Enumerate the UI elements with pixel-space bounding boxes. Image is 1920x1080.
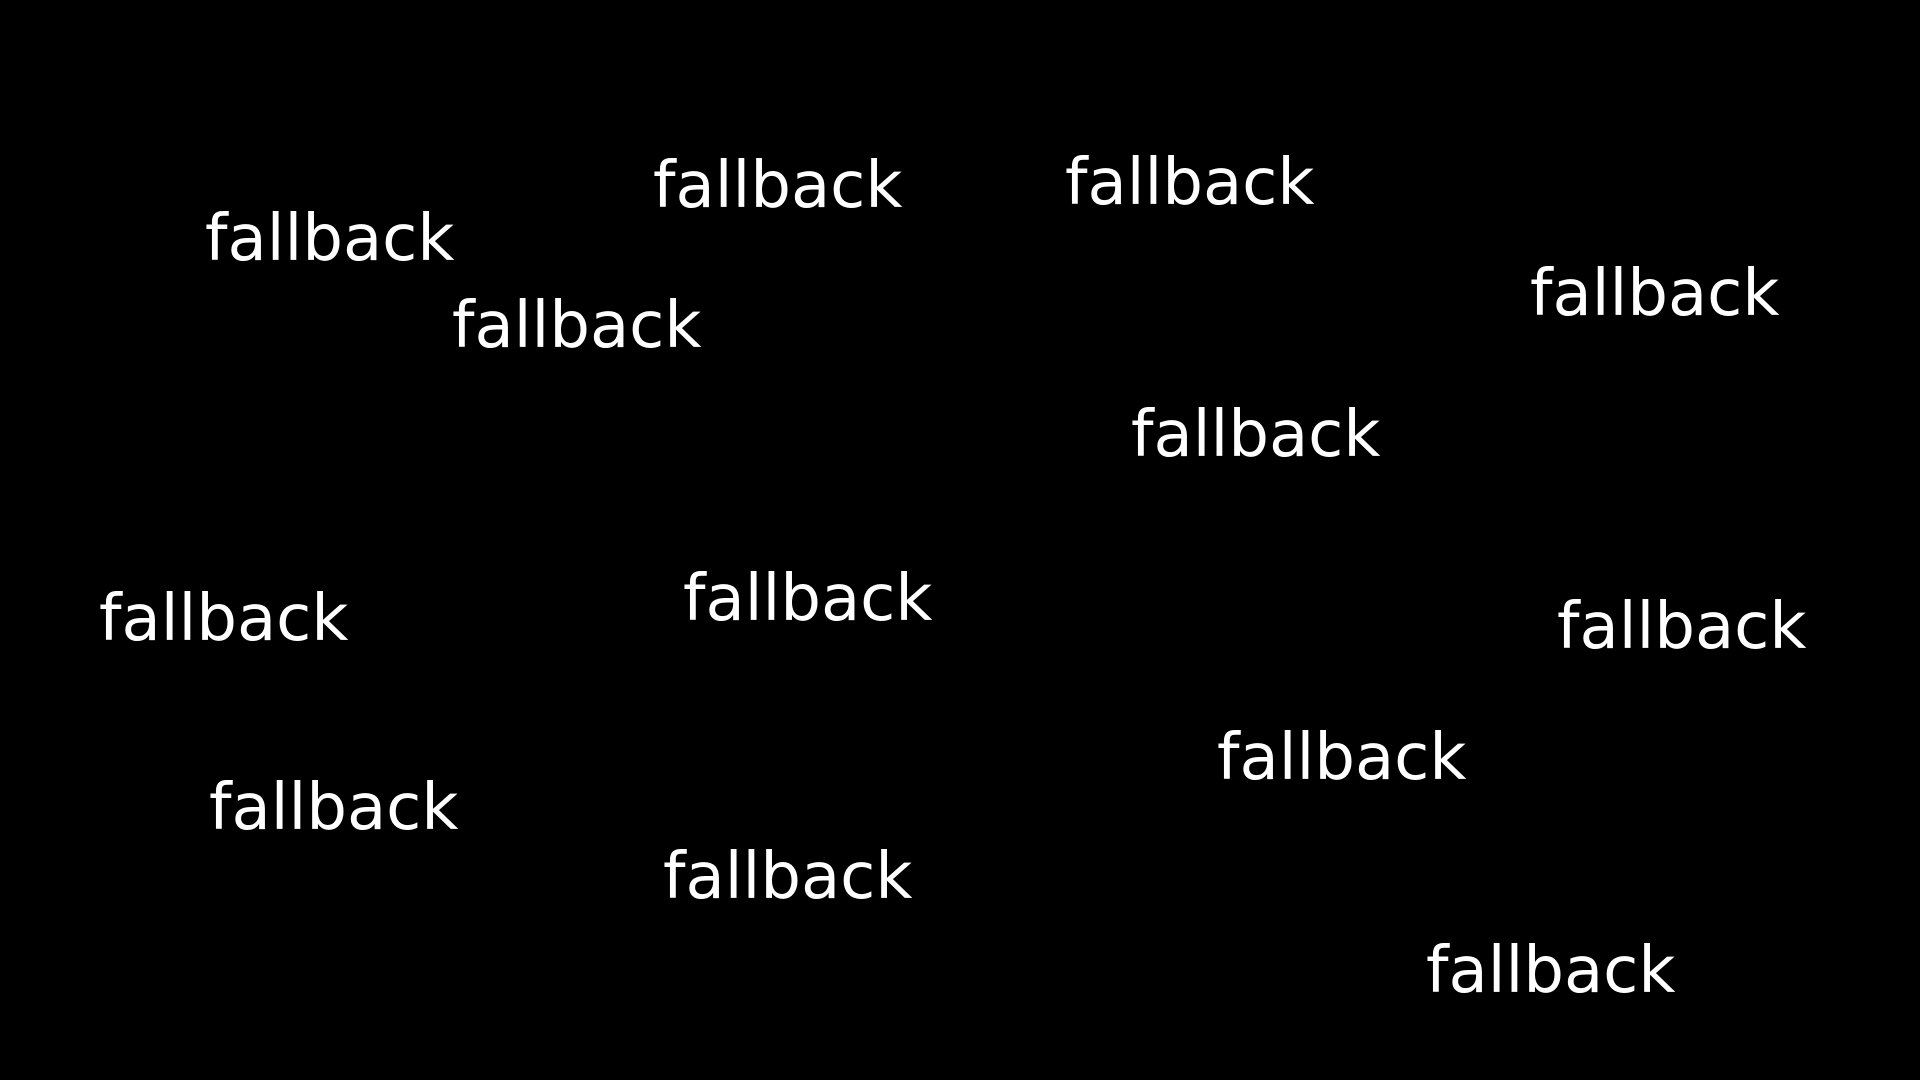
fallback-label: fallback <box>683 562 933 636</box>
fallback-label: fallback <box>663 840 913 914</box>
fallback-label: fallback <box>1131 398 1381 472</box>
fallback-label: fallback <box>1557 590 1807 664</box>
fallback-label: fallback <box>99 582 349 656</box>
fallback-label: fallback <box>205 202 455 276</box>
fallback-label: fallback <box>1530 257 1780 331</box>
fallback-label: fallback <box>1065 146 1315 220</box>
fallback-label: fallback <box>1217 721 1467 795</box>
fallback-label: fallback <box>653 149 903 223</box>
fallback-label: fallback <box>209 771 459 845</box>
fallback-label: fallback <box>452 289 702 363</box>
fallback-label: fallback <box>1426 934 1676 1008</box>
